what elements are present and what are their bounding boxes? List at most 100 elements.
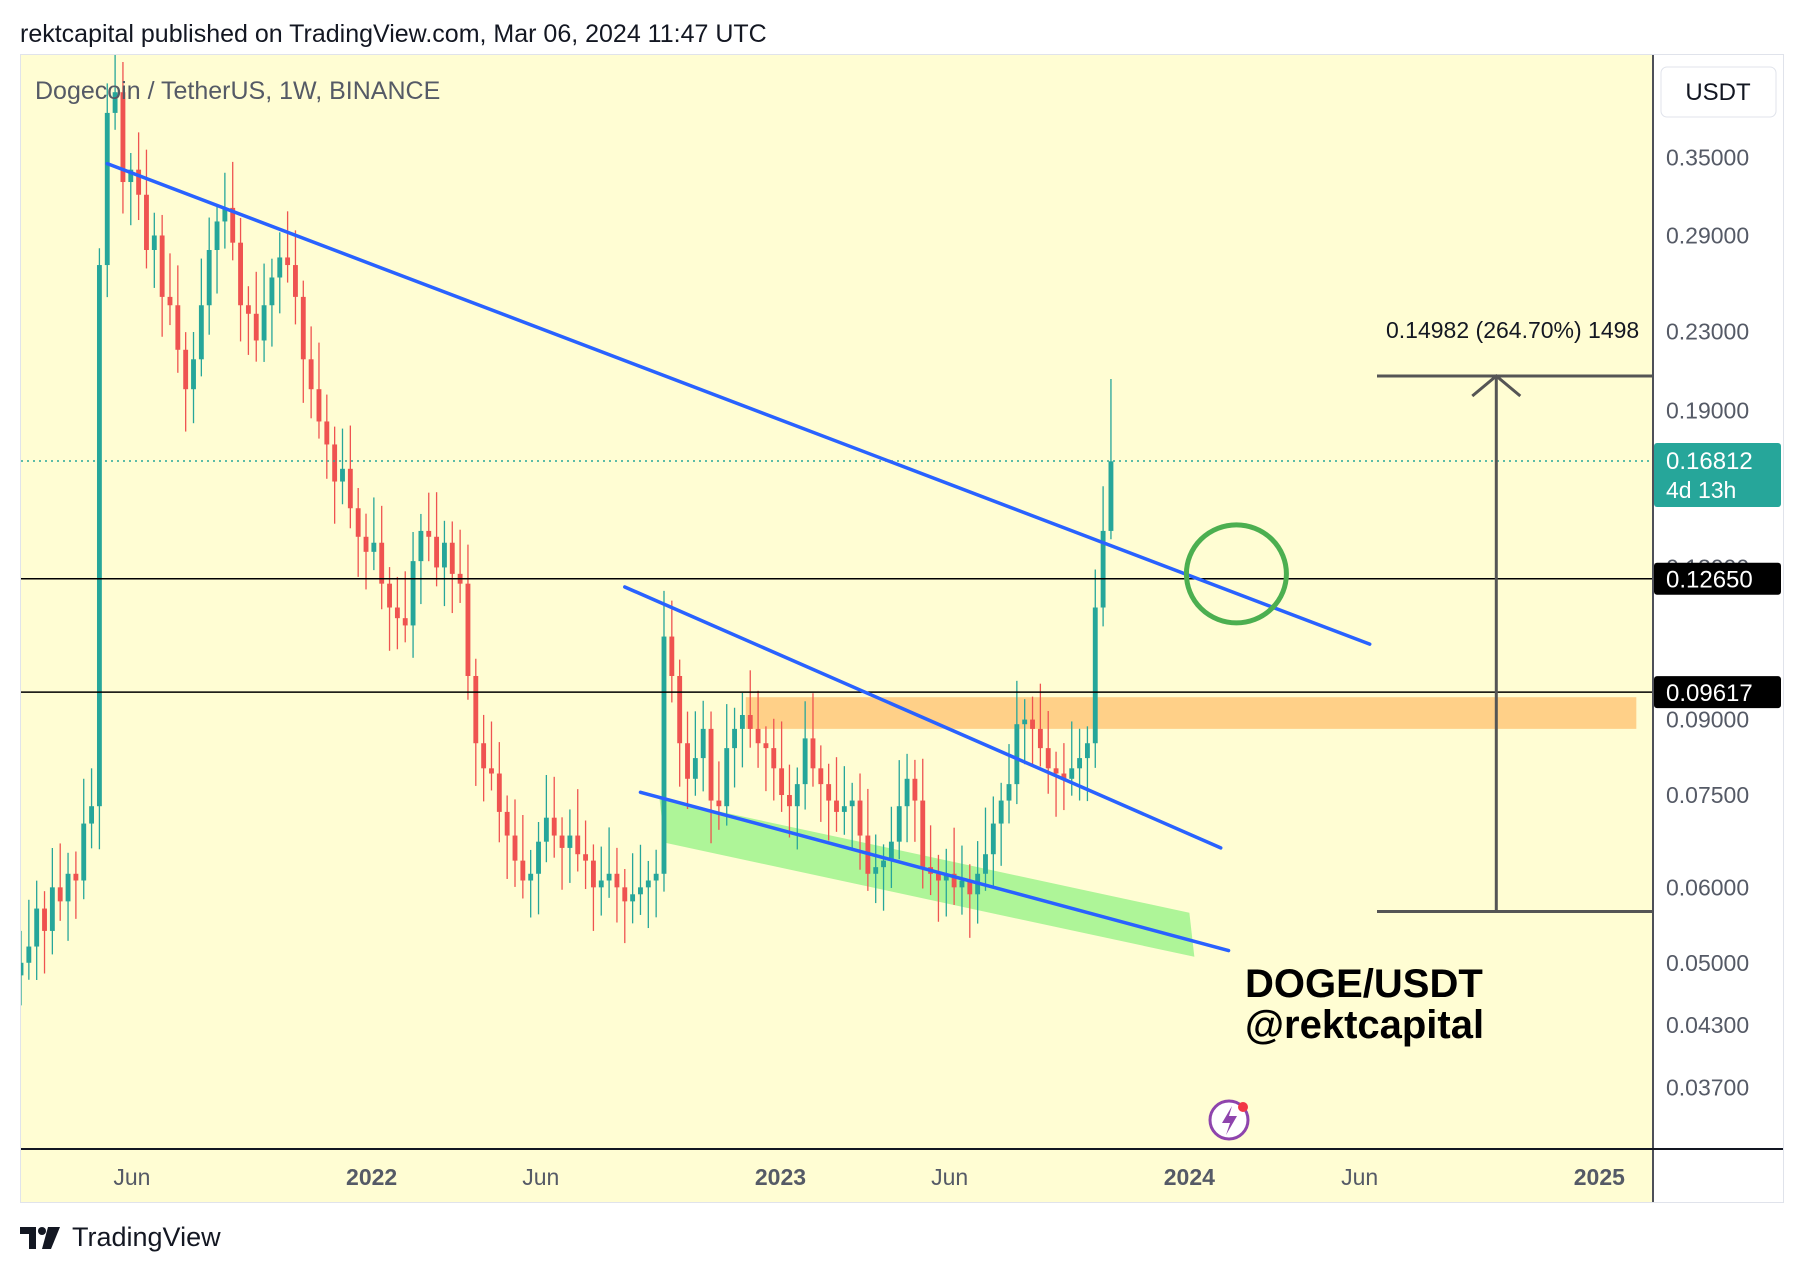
candle-body	[967, 880, 973, 895]
price-chart[interactable]: 0.14982 (264.70%) 1498 0.35000 0.29000 0.2…	[21, 55, 1783, 1202]
candle-body	[308, 359, 314, 390]
candle-body	[387, 583, 392, 608]
candle	[34, 880, 40, 980]
trendline[interactable]	[623, 585, 1223, 850]
time-tick: 2025	[1574, 1164, 1625, 1190]
time-tick: 2024	[1164, 1164, 1215, 1190]
candle	[622, 868, 628, 944]
candle	[128, 152, 134, 226]
candle	[269, 258, 275, 347]
candle-body	[912, 778, 918, 801]
candle-body	[1014, 724, 1020, 785]
candle	[630, 853, 636, 924]
candle-body	[496, 773, 502, 812]
currency-button[interactable]: USDT	[1660, 66, 1777, 118]
candle	[1061, 743, 1067, 811]
candle	[489, 721, 494, 791]
trendline[interactable]	[638, 790, 1231, 953]
measure-tool[interactable]: 0.14982 (264.70%) 1498	[1377, 317, 1652, 913]
wedge-support-zone	[659, 798, 1195, 957]
candle-body	[394, 607, 400, 619]
candle	[896, 760, 902, 860]
candle-body	[692, 758, 698, 779]
lightning-icon[interactable]	[1208, 1099, 1250, 1141]
candle	[912, 759, 918, 842]
candle	[990, 796, 996, 889]
candle-body	[888, 841, 894, 861]
candle	[434, 492, 440, 587]
candle-body	[89, 806, 95, 824]
candle-body	[810, 738, 816, 769]
candle-body	[653, 873, 659, 881]
candle	[49, 847, 55, 955]
candle	[708, 711, 714, 844]
candle-body	[277, 257, 283, 278]
candle-body	[175, 305, 181, 350]
candle	[951, 827, 957, 905]
candle-body	[332, 444, 338, 482]
candle-body	[732, 728, 737, 749]
candle-body	[151, 235, 157, 251]
candle-body	[583, 854, 589, 861]
candle	[26, 899, 32, 980]
chart-panel[interactable]: 0.14982 (264.70%) 1498 0.35000 0.29000 0.2…	[20, 54, 1784, 1203]
candle-body	[826, 784, 832, 801]
candle	[308, 326, 314, 419]
candle	[442, 520, 447, 607]
candle-body	[159, 235, 165, 297]
time-scale[interactable]	[21, 1149, 1652, 1202]
candle-body	[606, 873, 612, 881]
candle-body	[920, 800, 926, 868]
candle-body	[802, 738, 808, 785]
candle	[112, 55, 118, 130]
candle	[261, 263, 267, 362]
candle	[151, 212, 157, 288]
candle-body	[300, 296, 306, 360]
price-tick: 0.06000	[1666, 874, 1749, 900]
candle-body	[959, 880, 965, 888]
candle	[73, 851, 79, 919]
candle	[857, 773, 863, 870]
candle	[873, 834, 879, 904]
candle-body	[49, 887, 55, 931]
candle-body	[520, 860, 526, 881]
candle	[661, 590, 667, 892]
candle-body	[167, 296, 173, 306]
footer: TradingView	[20, 1222, 221, 1253]
candle-body	[990, 823, 996, 855]
plot-background	[21, 55, 1652, 1149]
candle	[590, 844, 596, 931]
candle-body	[512, 835, 518, 861]
candle	[238, 217, 243, 342]
time-tick: Jun	[522, 1164, 559, 1190]
candle	[324, 394, 330, 479]
candle	[379, 505, 385, 610]
candle	[826, 763, 832, 841]
candle-body	[841, 806, 847, 812]
candle	[528, 849, 534, 918]
candle-body	[590, 860, 596, 888]
candle	[998, 782, 1004, 866]
candle	[653, 849, 659, 918]
candle	[285, 211, 291, 283]
candle	[739, 692, 745, 768]
trendline[interactable]	[105, 161, 1372, 646]
price-tick: 0.05000	[1666, 950, 1749, 976]
price-scale[interactable]	[1653, 55, 1783, 1149]
time-tick: 2022	[346, 1164, 397, 1190]
candle-body	[536, 841, 541, 874]
candle-body	[755, 728, 761, 744]
chart-title: Dogecoin / TetherUS, 1W, BINANCE	[35, 77, 440, 105]
candle	[983, 807, 988, 891]
candle-body	[1100, 530, 1106, 608]
candle-body	[324, 421, 330, 445]
candle-body	[1108, 461, 1114, 531]
candle-body	[371, 542, 377, 552]
candle	[65, 852, 71, 941]
candle-body	[794, 784, 800, 807]
candle	[575, 789, 581, 872]
candle-body	[787, 795, 792, 807]
measure-label: 0.14982 (264.70%) 1498	[1386, 317, 1639, 343]
candle	[1092, 569, 1098, 768]
candle	[89, 768, 95, 849]
